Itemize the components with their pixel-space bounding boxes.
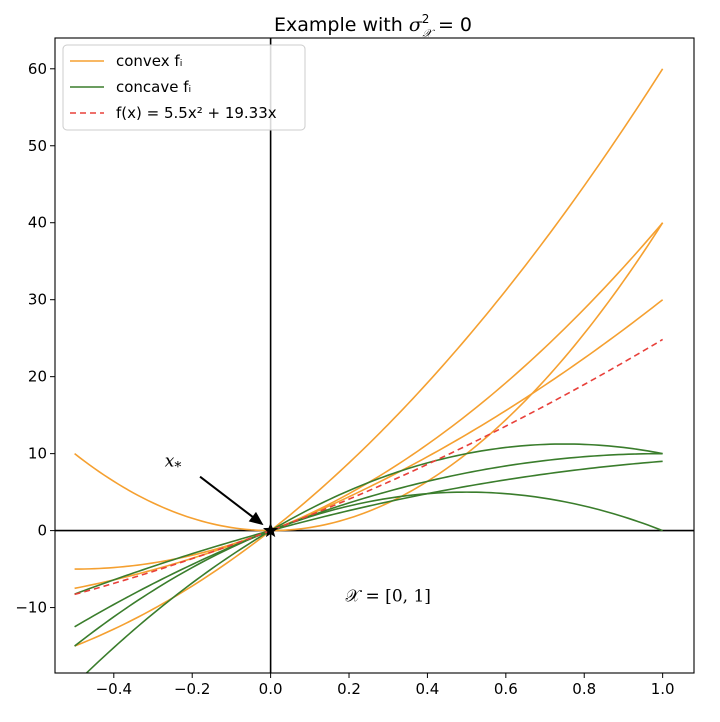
x-tick-label: 0.4 [415, 680, 439, 698]
legend: convex fᵢ concave fᵢ f(x) = 5.5x² + 19.33x [62, 44, 306, 131]
series-line-concave-6 [74, 460, 663, 595]
arrow-head [248, 511, 264, 526]
series-line-convex-3 [74, 68, 664, 647]
plot-area [55, 38, 694, 673]
x-tick-label: 0.8 [572, 680, 596, 698]
legend-label: convex fᵢ [116, 52, 182, 70]
domain-annotation: 𝒳 = [0, 1] [346, 586, 431, 606]
y-tick-label: 20 [28, 368, 47, 386]
chart-title: Example with σ2 𝒳 = 0 [274, 12, 472, 40]
legend-label: f(x) = 5.5x² + 19.33x [116, 104, 277, 122]
series-line-concave-5 [74, 491, 663, 647]
arrow-shaft [199, 475, 258, 522]
series-line-concave-4 [74, 452, 663, 628]
legend-box [62, 44, 306, 131]
y-tick-label: 30 [28, 291, 47, 309]
point-label: x* [165, 452, 182, 476]
y-tick-label: −10 [15, 599, 47, 617]
x-tick-label: 0.0 [259, 680, 283, 698]
y-tick-label: 60 [28, 60, 47, 78]
series-line-convex-2 [74, 299, 664, 590]
series-line-mean-8 [74, 338, 664, 596]
x-tick-label: 0.6 [494, 680, 518, 698]
y-tick-label: 40 [28, 214, 47, 232]
y-tick-label: 50 [28, 137, 47, 155]
series-line-concave-7 [85, 443, 663, 673]
axes: −0.4 −0.2 0.0 0.2 0.4 0.6 0.8 1.0 −10 0 10 20 30 40 50… [15, 37, 695, 698]
x-tick-label: −0.4 [96, 680, 132, 698]
legend-label: concave fᵢ [116, 78, 191, 96]
series-group [55, 38, 694, 673]
y-tick-label: 10 [28, 445, 47, 463]
plot-frame [54, 37, 695, 674]
x-tick-label: 0.2 [337, 680, 361, 698]
y-tick-label: 0 [37, 522, 47, 540]
x-tick-label: −0.2 [174, 680, 210, 698]
series-line-convex-0 [74, 222, 664, 532]
x-tick-label: 1.0 [651, 680, 675, 698]
optimum-star-marker [263, 522, 279, 538]
series-line-convex-1 [74, 222, 664, 570]
